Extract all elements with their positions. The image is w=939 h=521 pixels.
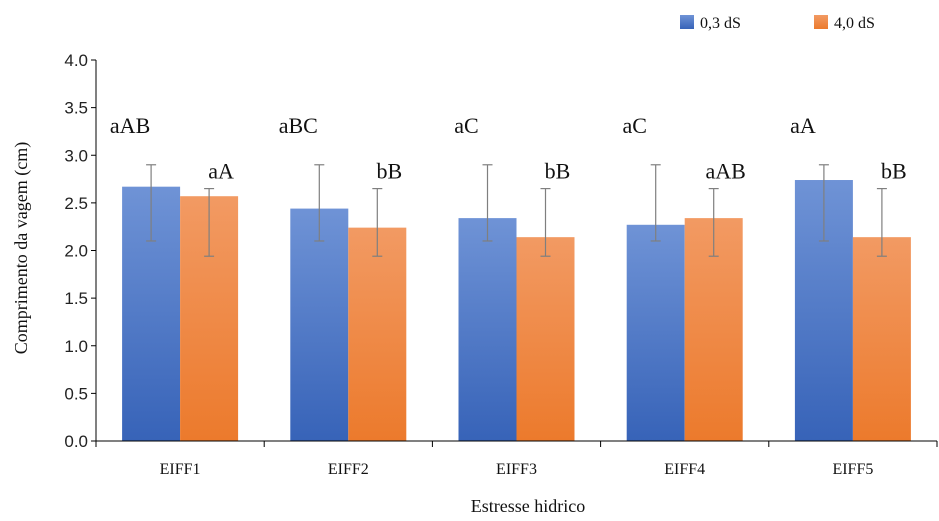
legend-label-0-3-ds: 0,3 dS xyxy=(700,15,741,32)
y-tick-label-7: 3.5 xyxy=(64,99,88,118)
x-category-label-eiff2: EIFF2 xyxy=(328,461,369,478)
y-tick-label-5: 2.5 xyxy=(64,194,88,213)
legend-swatch-4-0-ds xyxy=(814,15,828,29)
y-tick-label-8: 4.0 xyxy=(64,51,88,70)
bars-group xyxy=(122,180,911,441)
y-tick-label-1: 0.5 xyxy=(64,384,88,403)
legend: 0,3 dS 4,0 dS xyxy=(680,15,875,32)
significance-label-eiff2-series-1: bB xyxy=(376,159,402,184)
x-category-label-eiff4: EIFF4 xyxy=(664,461,705,478)
significance-label-eiff4-series-1: aAB xyxy=(706,159,746,184)
y-tick-label-6: 3.0 xyxy=(64,146,88,165)
y-tick-label-0: 0.0 xyxy=(64,432,88,451)
x-category-label-eiff3: EIFF3 xyxy=(496,461,537,478)
bar-eiff2-series-1 xyxy=(348,227,407,441)
bar-eiff3-series-0 xyxy=(458,218,517,441)
significance-label-eiff1-series-0: aAB xyxy=(110,113,150,138)
bar-eiff2-series-0 xyxy=(290,208,349,441)
x-category-label-eiff1: EIFF1 xyxy=(160,461,201,478)
bar-eiff4-series-0 xyxy=(626,224,685,441)
y-tick-label-4: 2.0 xyxy=(64,242,88,261)
significance-labels-group: aAB aA aBC bB aC bB aC aAB aA bB xyxy=(110,113,907,184)
y-tick-label-3: 1.5 xyxy=(64,289,88,308)
y-axis: 0.0 0.5 1.0 1.5 2.0 2.5 3.0 3.5 4.0 xyxy=(64,51,97,451)
significance-label-eiff4-series-0: aC xyxy=(622,113,646,138)
significance-label-eiff3-series-1: bB xyxy=(545,159,571,184)
significance-label-eiff2-series-0: aBC xyxy=(279,113,318,138)
y-tick-label-2: 1.0 xyxy=(64,337,88,356)
error-bars-group xyxy=(146,164,887,257)
legend-label-4-0-ds: 4,0 dS xyxy=(834,15,875,32)
bar-eiff5-series-1 xyxy=(852,237,911,441)
significance-label-eiff5-series-0: aA xyxy=(790,113,816,138)
x-axis-title: Estresse hidrico xyxy=(471,496,585,516)
significance-label-eiff1-series-1: aA xyxy=(208,159,234,184)
significance-label-eiff3-series-0: aC xyxy=(454,113,478,138)
legend-swatch-0-3-ds xyxy=(680,15,694,29)
x-category-label-eiff5: EIFF5 xyxy=(832,461,873,478)
significance-label-eiff5-series-1: bB xyxy=(881,159,907,184)
y-axis-title: Comprimento da vagem (cm) xyxy=(11,142,32,354)
bar-eiff3-series-1 xyxy=(516,237,575,441)
x-axis: EIFF1 EIFF2 EIFF3 EIFF4 EIFF5 xyxy=(95,440,938,478)
